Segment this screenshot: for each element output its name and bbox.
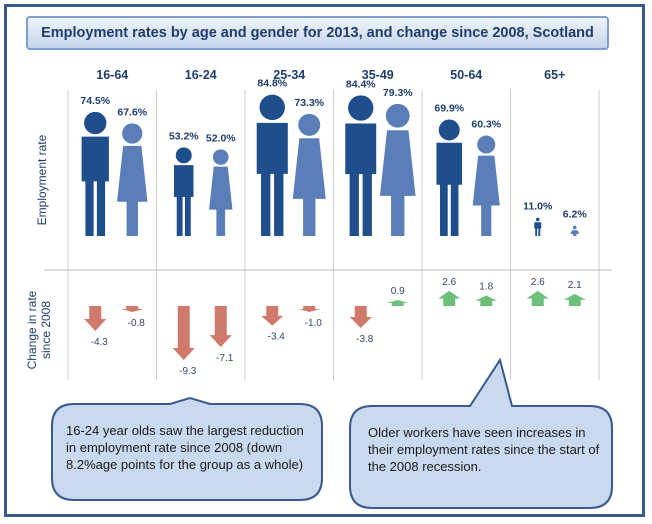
change-label: -3.4	[268, 332, 286, 343]
change-label: -3.8	[356, 334, 374, 345]
female-figure-body	[209, 166, 233, 236]
x-tick-label: 65+	[544, 68, 565, 82]
callout-right-text: Older workers have seen increases in the…	[368, 425, 600, 474]
change-arrow	[386, 300, 409, 306]
data-label: 52.0%	[206, 132, 236, 144]
change-arrow	[563, 293, 586, 306]
x-tick-label: 50-64	[450, 68, 482, 82]
data-label: 74.5%	[80, 95, 110, 107]
x-tick-label: 16-24	[185, 68, 217, 82]
data-label: 11.0%	[523, 201, 553, 213]
female-figure	[209, 149, 233, 236]
x-tick-label: 35-49	[362, 68, 394, 82]
callout-left-text: 16-24 year olds saw the largest reductio…	[66, 423, 304, 472]
male-figure-head	[348, 95, 374, 121]
data-label: 53.2%	[169, 130, 199, 142]
change-arrow	[438, 290, 461, 306]
male-figure-body	[534, 222, 542, 236]
data-label: 84.4%	[346, 78, 376, 90]
change-arrow	[349, 306, 372, 329]
change-arrow	[298, 306, 321, 312]
x-tick-label: 16-64	[96, 68, 128, 82]
male-figure	[345, 95, 377, 236]
female-figure-body	[570, 230, 580, 236]
change-label: -7.1	[216, 353, 234, 364]
change-arrow	[209, 306, 232, 348]
change-label: 2.6	[531, 277, 545, 288]
male-figure-head	[259, 94, 285, 121]
female-figure-head	[572, 225, 577, 230]
y-axis-label-change: Change in ratesince 2008	[25, 290, 53, 369]
data-label: 67.6%	[117, 106, 147, 118]
male-figure-head	[175, 147, 192, 164]
female-figure	[472, 135, 500, 236]
data-label: 73.3%	[294, 97, 324, 109]
male-figure-head	[438, 119, 460, 141]
change-label: 2.6	[442, 277, 456, 288]
change-arrow	[475, 295, 498, 306]
callout-left-bubble	[51, 396, 323, 501]
female-figure-head	[122, 123, 143, 144]
callout-right-bubble	[349, 357, 613, 509]
male-figure-body	[81, 136, 109, 236]
change-arrow	[84, 306, 107, 331]
data-label: 60.3%	[471, 119, 501, 131]
change-label: -9.3	[179, 366, 197, 377]
female-figure-body	[117, 145, 148, 236]
male-figure-body	[256, 122, 288, 236]
chart-title: Employment rates by age and gender for 2…	[41, 25, 594, 41]
male-figure	[256, 94, 288, 236]
chart-title-box: Employment rates by age and gender for 2…	[26, 16, 609, 50]
change-arrow	[526, 290, 549, 306]
female-figure	[292, 113, 326, 236]
x-tick-label: 25-34	[273, 68, 305, 82]
female-figure-head	[385, 103, 410, 128]
change-arrow	[172, 306, 195, 360]
change-arrow	[261, 306, 284, 326]
male-figure	[81, 111, 109, 236]
female-figure	[117, 123, 148, 236]
male-figure-body	[436, 142, 463, 236]
female-figure	[379, 103, 416, 236]
male-figure	[436, 119, 463, 236]
data-label: 69.9%	[434, 103, 464, 115]
data-label: 84.8%	[257, 78, 287, 90]
data-label: 6.2%	[563, 209, 588, 221]
female-figure	[570, 225, 580, 236]
change-label: 2.1	[568, 280, 582, 291]
change-label: -1.0	[305, 318, 323, 329]
y-axis-label-employment-rate: Employment rate	[35, 134, 49, 225]
female-figure-head	[212, 149, 229, 165]
female-figure-head	[477, 135, 496, 154]
change-label: 1.8	[479, 282, 493, 293]
change-arrow	[121, 306, 144, 312]
male-figure	[173, 147, 194, 236]
change-label: 0.9	[391, 286, 405, 297]
data-label: 79.3%	[383, 87, 413, 99]
male-figure-head	[84, 111, 107, 135]
male-figure	[534, 217, 542, 236]
female-figure-body	[379, 130, 416, 236]
female-figure-body	[292, 138, 326, 236]
female-figure-body	[472, 155, 500, 236]
change-label: -0.8	[128, 318, 146, 329]
male-figure-body	[173, 165, 194, 236]
change-label: -4.3	[91, 337, 109, 348]
female-figure-head	[298, 113, 321, 136]
male-figure-head	[535, 217, 540, 222]
male-figure-body	[345, 123, 377, 236]
